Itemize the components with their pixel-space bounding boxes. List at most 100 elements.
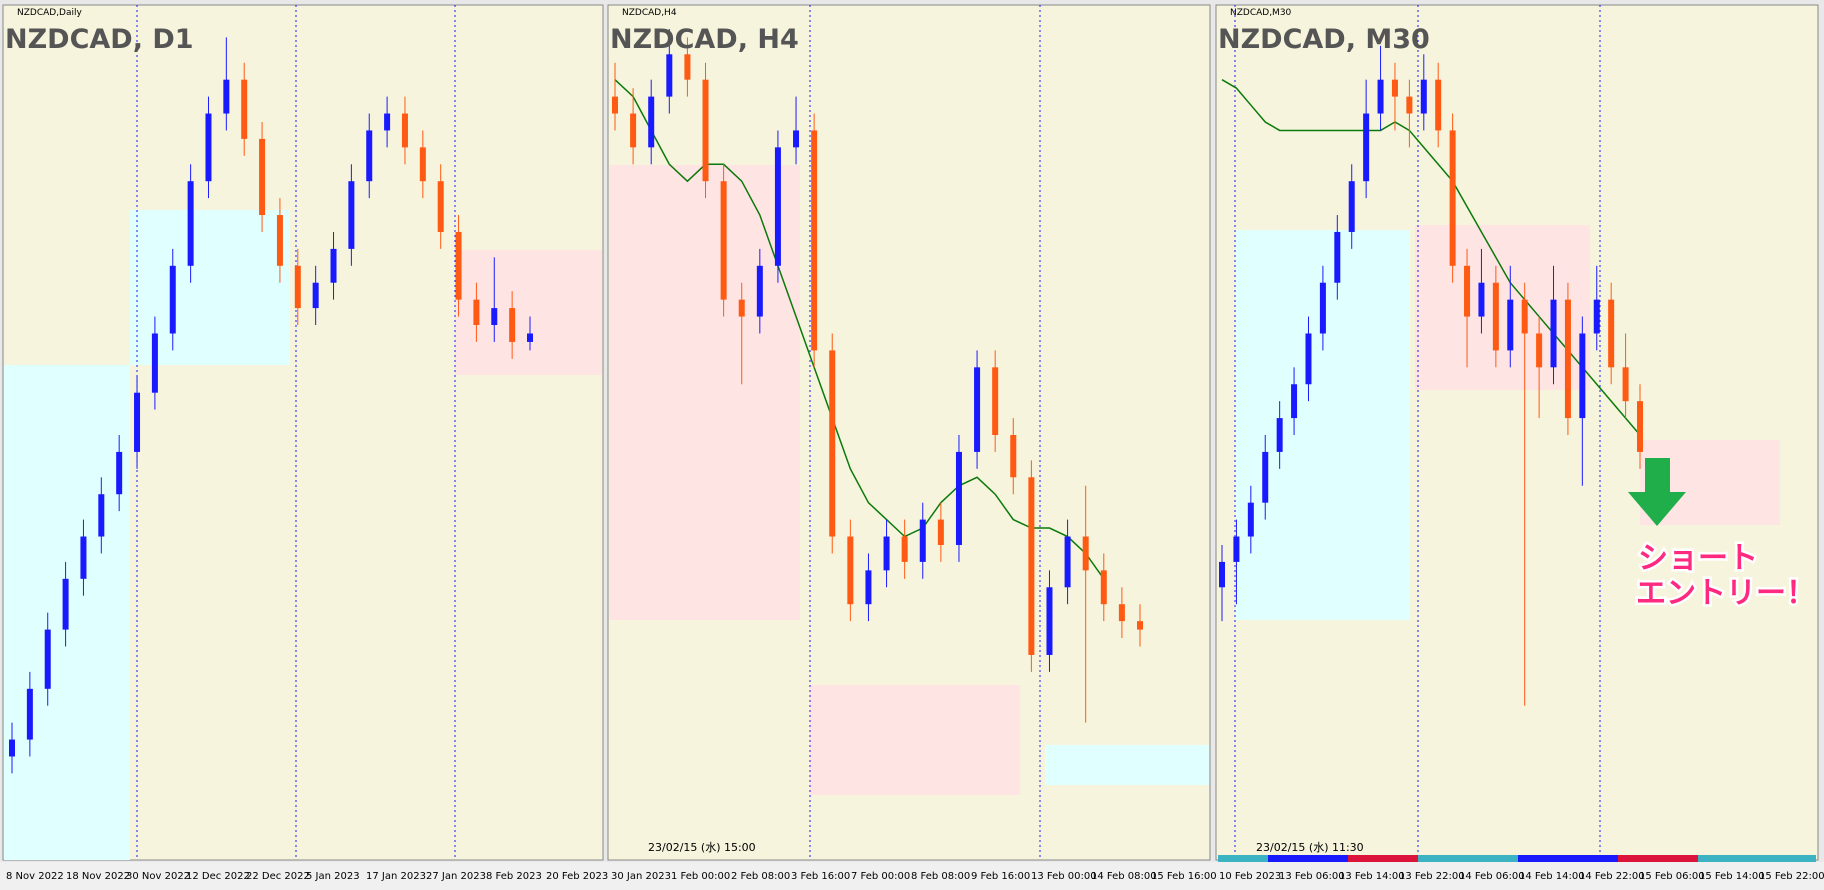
x-label: 8 Nov 2022 bbox=[6, 871, 64, 882]
annotation: エントリー！ bbox=[1636, 576, 1816, 611]
x-label: 2 Feb 08:00 bbox=[731, 871, 790, 882]
candle-body bbox=[151, 333, 158, 393]
candle-body bbox=[473, 299, 480, 326]
strip bbox=[1418, 855, 1518, 862]
candle-body bbox=[612, 96, 618, 114]
candle-body bbox=[1564, 299, 1571, 419]
candle-body bbox=[1449, 130, 1456, 266]
x-label: 15 Feb 06:00 bbox=[1639, 871, 1705, 882]
candle-body bbox=[865, 570, 872, 605]
candle-body bbox=[720, 181, 727, 300]
candle-body bbox=[348, 181, 355, 249]
candle-body bbox=[455, 231, 462, 300]
candle-body bbox=[1118, 604, 1125, 622]
candle-body bbox=[1420, 79, 1427, 114]
candle-body bbox=[702, 79, 709, 182]
candle-body bbox=[1593, 299, 1600, 334]
candle-body bbox=[756, 265, 763, 317]
candle-body bbox=[1550, 299, 1557, 368]
candle-body bbox=[384, 113, 391, 131]
candle-body bbox=[169, 265, 176, 334]
candle-body bbox=[62, 578, 69, 630]
candle-body bbox=[738, 299, 745, 317]
candle-body bbox=[1507, 299, 1514, 351]
x-label: 17 Jan 2023 bbox=[366, 871, 426, 882]
chart-label: NZDCAD,Daily bbox=[17, 8, 83, 18]
candle-body bbox=[187, 181, 194, 266]
candle-body bbox=[527, 333, 533, 342]
strip bbox=[1698, 855, 1816, 862]
candle-body bbox=[1464, 265, 1471, 317]
x-label: 30 Nov 2022 bbox=[126, 871, 190, 882]
strip bbox=[1618, 855, 1698, 862]
candle-body bbox=[330, 248, 337, 283]
x-label: 14 Feb 08:00 bbox=[1091, 871, 1157, 882]
x-label: 15 Feb 14:00 bbox=[1699, 871, 1765, 882]
candle-body bbox=[666, 54, 673, 97]
zone bbox=[455, 250, 602, 375]
candle-body bbox=[1492, 282, 1499, 351]
candle-body bbox=[205, 113, 212, 182]
candle-body bbox=[259, 138, 266, 216]
candle-body bbox=[1247, 502, 1254, 537]
candle-body bbox=[116, 451, 123, 495]
candle-body bbox=[134, 392, 141, 452]
candle-body bbox=[1233, 536, 1240, 562]
x-label: 13 Feb 14:00 bbox=[1339, 871, 1405, 882]
strip bbox=[1518, 855, 1618, 862]
candle-body bbox=[1406, 96, 1413, 114]
x-label: 3 Feb 16:00 bbox=[791, 871, 850, 882]
candle-body bbox=[684, 54, 691, 80]
candle-body bbox=[1082, 536, 1089, 571]
x-label: 8 Feb 08:00 bbox=[911, 871, 970, 882]
candle-body bbox=[419, 147, 426, 182]
candle-body bbox=[9, 739, 15, 757]
x-label: 22 Dec 2022 bbox=[246, 871, 310, 882]
x-label: 5 Jan 2023 bbox=[306, 871, 360, 882]
candle-body bbox=[44, 629, 51, 689]
candle-body bbox=[1219, 561, 1225, 588]
x-label: 8 Feb 2023 bbox=[486, 871, 542, 882]
candle-body bbox=[1637, 401, 1643, 452]
candle-body bbox=[955, 451, 962, 545]
candle-body bbox=[829, 350, 836, 537]
candle-body bbox=[1579, 333, 1586, 419]
x-label: 14 Feb 06:00 bbox=[1459, 871, 1525, 882]
candle-body bbox=[1262, 451, 1269, 503]
candle-body bbox=[276, 215, 283, 266]
x-label: 14 Feb 14:00 bbox=[1519, 871, 1585, 882]
x-label: 10 Feb 2023 bbox=[1219, 871, 1281, 882]
candle-body bbox=[793, 130, 800, 148]
chart-label: NZDCAD,H4 bbox=[622, 8, 677, 18]
chart-title: NZDCAD, D1 bbox=[5, 24, 194, 55]
candle-body bbox=[241, 79, 248, 139]
candle-body bbox=[1334, 231, 1341, 283]
x-label: 30 Jan 2023 bbox=[611, 871, 671, 882]
strip bbox=[1218, 855, 1268, 862]
down-arrow bbox=[1628, 458, 1686, 526]
candle-body bbox=[1536, 333, 1543, 368]
candle-body bbox=[883, 536, 890, 571]
candle-body bbox=[437, 181, 444, 232]
candle-body bbox=[1028, 477, 1035, 655]
candle-body bbox=[401, 113, 408, 148]
candle-body bbox=[312, 282, 319, 309]
candle-body bbox=[847, 536, 854, 605]
candle-body bbox=[1435, 79, 1442, 131]
candle-body bbox=[811, 130, 818, 351]
candle-body bbox=[1291, 384, 1298, 419]
x-label: 27 Jan 2023 bbox=[426, 871, 486, 882]
candle-body bbox=[1319, 282, 1326, 334]
timestamp: 23/02/15 (水) 11:30 bbox=[1256, 841, 1364, 854]
candle-body bbox=[1363, 113, 1370, 182]
x-label: 20 Feb 2023 bbox=[546, 871, 608, 882]
candle-body bbox=[1521, 299, 1528, 334]
candle-body bbox=[80, 536, 87, 579]
moving-average bbox=[614, 79, 1105, 580]
zone bbox=[609, 165, 800, 620]
x-label: 13 Feb 06:00 bbox=[1279, 871, 1345, 882]
candle-body bbox=[937, 519, 944, 545]
x-label: 13 Feb 22:00 bbox=[1399, 871, 1465, 882]
x-label: 1 Feb 00:00 bbox=[671, 871, 730, 882]
